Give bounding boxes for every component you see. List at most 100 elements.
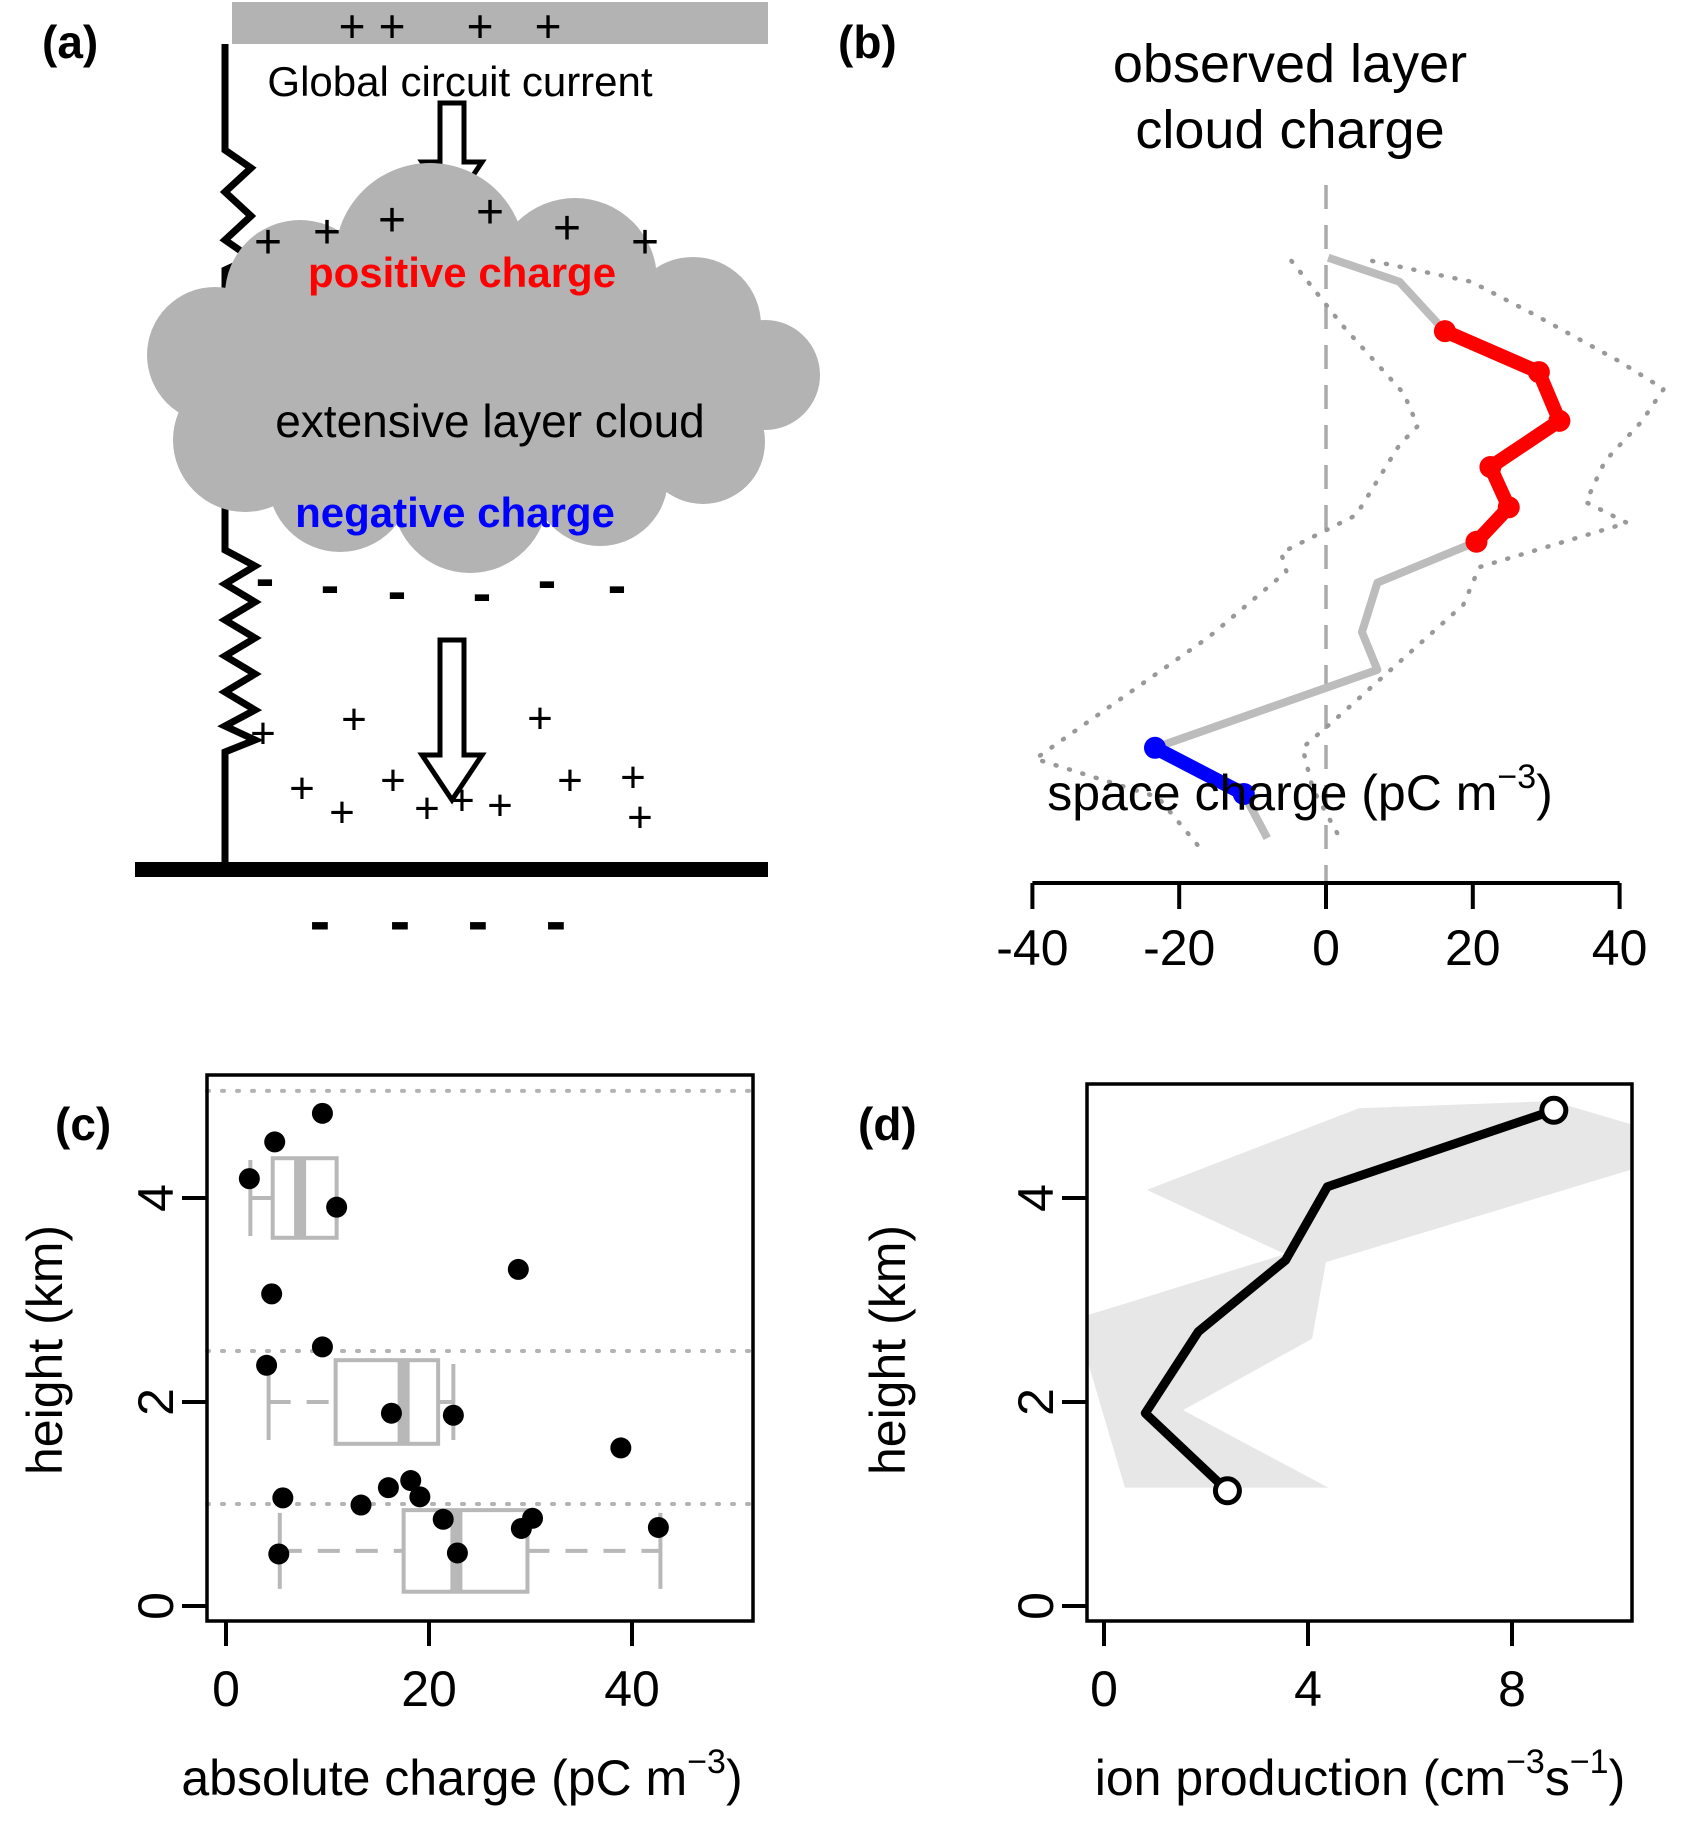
xlabel-base: absolute charge (pC m	[181, 1750, 687, 1806]
x-tick-label: 40	[604, 1661, 660, 1717]
minus-sign: -	[310, 887, 331, 956]
x-tick-label: 8	[1498, 1661, 1526, 1717]
positive-charge-segment-point	[1479, 456, 1502, 478]
plus-sign: +	[289, 764, 315, 813]
minus-sign: -	[321, 553, 340, 616]
x-tick-label: -40	[996, 920, 1068, 976]
panel-b-space-charge-profile: -40 -20 0 20 40 (b) observed layer cloud cha…	[838, 16, 1667, 976]
plus-sign: +	[527, 694, 553, 743]
plus-sign: +	[487, 781, 513, 830]
plus-sign: +	[313, 206, 341, 259]
plus-sign: +	[329, 788, 355, 837]
uncertainty-band	[1087, 1101, 1632, 1488]
layer-cloud-shape	[147, 163, 820, 573]
plus-sign: +	[620, 753, 646, 802]
plus-sign: +	[380, 756, 406, 805]
panel-b-label: (b)	[838, 16, 897, 68]
global-circuit-current-label: Global circuit current	[267, 58, 652, 105]
positive-charge-segment-point	[1497, 496, 1520, 519]
charge-data-point	[380, 1402, 402, 1424]
x-tick-label: 20	[401, 1661, 457, 1717]
minus-sign: -	[473, 561, 492, 624]
x-tick-label: -20	[1143, 920, 1215, 976]
minus-sign: -	[608, 553, 627, 616]
interquartile-box	[333, 1358, 441, 1446]
x-tick-label: 0	[1312, 920, 1340, 976]
panel-c-y-axis-label: height (km)	[17, 1225, 73, 1475]
xlabel-superscript: −3	[687, 1743, 726, 1781]
xlabel-mid: s	[1545, 1750, 1570, 1806]
y-tick-label: 2	[1008, 1388, 1064, 1416]
charge-data-point	[442, 1404, 464, 1426]
charge-data-point	[264, 1131, 286, 1153]
plus-sign: +	[557, 756, 583, 805]
xlabel-base: ion production (cm	[1095, 1750, 1506, 1806]
circuit-diagram-shapes: + + + ++ + + + + +- - - - - -+ ++ +++ +++ +++- - - -	[135, 0, 820, 956]
minus-sign: -	[390, 887, 411, 956]
xlabel-superscript2: −1	[1570, 1743, 1609, 1781]
upper-percentile-dotted-line	[1299, 258, 1667, 841]
horizontal-boxplot	[277, 1508, 663, 1594]
ion-production-chart-shapes: 0 4 8 0 2 4	[1008, 1082, 1634, 1717]
charge-data-point	[311, 1336, 333, 1358]
minus-sign: -	[388, 559, 407, 622]
xlabel-superscript: −3	[1506, 1743, 1545, 1781]
positive-charge-segment-point	[1433, 320, 1456, 343]
panel-a-global-circuit-diagram: + + + ++ + + + + +- - - - - -+ ++ +++ +++ +++- - - - (a) Glo…	[42, 0, 820, 956]
plus-sign: +	[631, 216, 659, 269]
charge-data-point	[326, 1196, 348, 1218]
charge-data-point	[400, 1470, 422, 1492]
interquartile-box	[401, 1508, 530, 1594]
absolute-charge-chart-shapes: 0 20 40 0 2 4	[128, 1073, 755, 1717]
endpoint-open-circle	[1212, 1476, 1242, 1506]
plus-sign: +	[341, 695, 367, 744]
plus-sign: +	[467, 0, 494, 52]
xlabel-close: )	[1609, 1750, 1626, 1806]
plot-box	[205, 1073, 755, 1623]
horizontal-boxplot	[248, 1156, 339, 1240]
charge-data-point	[510, 1517, 532, 1539]
plus-sign: +	[378, 194, 406, 247]
positive-charge-segment-point	[1548, 409, 1571, 432]
panel-b-title-line1: observed layer	[1113, 34, 1467, 94]
panel-d-y-axis-label: height (km)	[860, 1225, 916, 1475]
minus-sign: -	[546, 887, 567, 956]
ground-line	[135, 862, 768, 877]
cloud-body	[188, 257, 772, 493]
charge-data-point	[238, 1168, 260, 1190]
charge-data-point	[409, 1486, 431, 1508]
lower-percentile-dotted-line	[1030, 258, 1421, 851]
charge-data-point	[261, 1283, 283, 1305]
charge-data-point	[350, 1494, 372, 1516]
plus-sign: +	[254, 216, 282, 269]
minus-sign: -	[538, 548, 557, 611]
space-charge-chart-shapes: -40 -20 0 20 40	[996, 185, 1667, 976]
negative-charge-segment	[1151, 741, 1248, 801]
negative-charge-segment-point	[1143, 736, 1166, 759]
minus-sign: -	[256, 546, 275, 609]
y-tick-label: 4	[1008, 1184, 1064, 1212]
charge-data-point	[377, 1477, 399, 1499]
charge-data-point	[446, 1542, 468, 1564]
plus-sign: +	[379, 0, 406, 52]
panel-c-label: (c)	[55, 1098, 111, 1150]
median-profile-line	[1150, 253, 1564, 841]
charge-data-point	[507, 1258, 529, 1280]
horizontal-boxplot	[266, 1358, 456, 1446]
circuit-wire-lower	[217, 470, 264, 862]
positive-charge-label: positive charge	[308, 249, 616, 296]
positive-charge-segment-point	[1465, 530, 1488, 553]
minus-sign: -	[468, 887, 489, 956]
y-tick-label: 0	[128, 1592, 184, 1620]
y-tick-label: 0	[1008, 1592, 1064, 1620]
charge-data-point	[647, 1516, 669, 1538]
x-tick-label: 4	[1294, 1661, 1322, 1717]
x-tick-label: 0	[212, 1661, 240, 1717]
positive-charge-segment-point	[1527, 361, 1550, 384]
panel-d-label: (d)	[858, 1098, 917, 1150]
panel-a-label: (a)	[42, 16, 98, 68]
panel-b-title-line2: cloud charge	[1135, 100, 1444, 160]
plus-sign: +	[250, 709, 276, 758]
